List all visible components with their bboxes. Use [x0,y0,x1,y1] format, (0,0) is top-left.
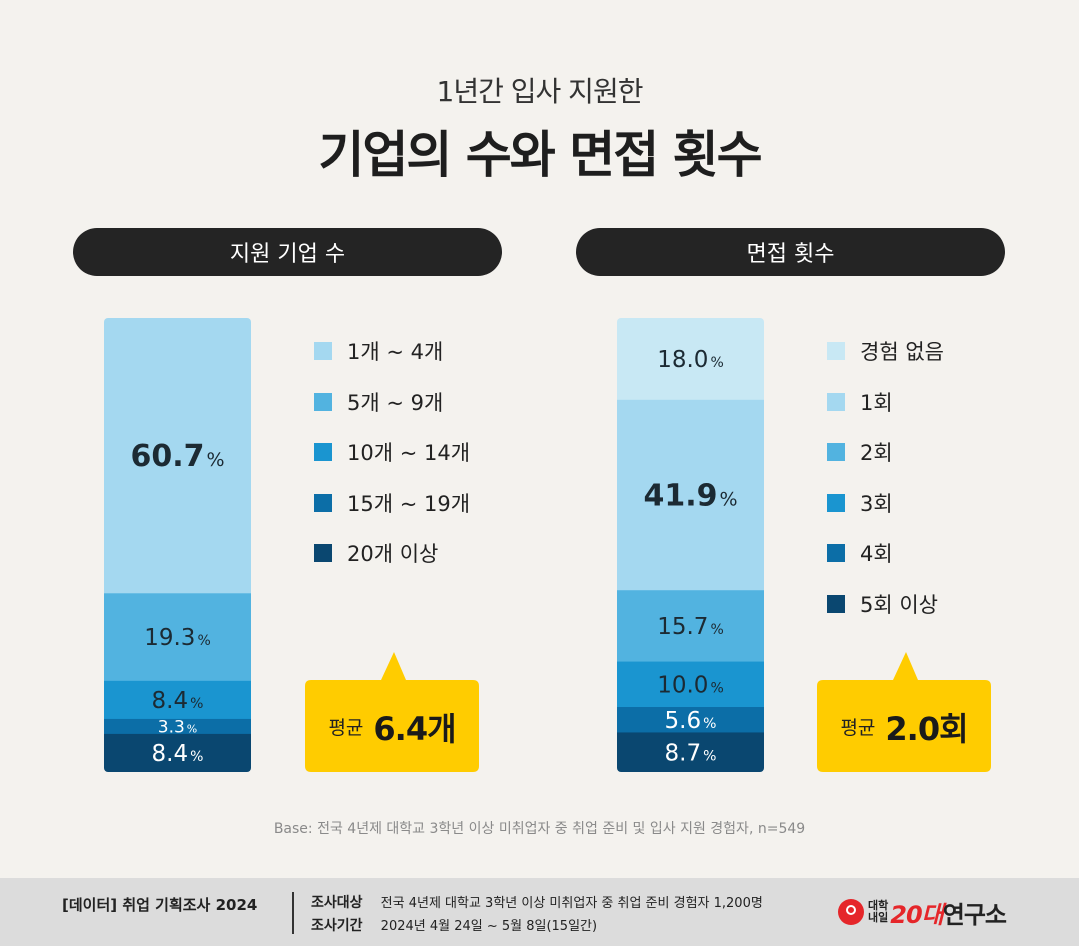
period-label: 조사기간 [311,918,363,934]
target-label: 조사대상 [311,895,363,911]
interview-legend-label: 5회 이상 [860,592,938,617]
applied-legend-label: 15개 ~ 19개 [347,491,471,516]
callout-bubble-shape [817,652,991,772]
applied-legend-label: 5개 ~ 9개 [347,390,444,415]
interview-legend-item-2: 1회 [827,387,944,417]
applied-legend-swatch [314,392,332,411]
applied-legend-label: 1개 ~ 4개 [347,340,444,364]
average-label: 평균 [328,717,364,739]
brand-20s: 20대 [890,900,943,929]
right-panel-header: 면접 횟수 [576,228,1005,276]
applied-segment-4-label: 3.3% [158,717,198,737]
interview-legend-label: 2회 [860,441,893,465]
period-value: 2024년 4월 24일 ~ 5월 8일(15일간) [380,919,598,934]
base-note: Base: 전국 4년제 대학교 3학년 이상 미취업자 중 취업 준비 및 입… [273,821,806,837]
interview-count-legend: 경험 없음 1회 2회 3회 4회 5회 이상 [827,336,944,639]
target-value: 전국 4년제 대학교 3학년 이상 미취업자 중 취업 준비 경험자 1,200… [380,896,763,911]
interview-legend-item-6: 5회 이상 [827,589,944,619]
interview-legend-item-1: 경험 없음 [827,336,944,366]
applied-legend-swatch [314,443,332,461]
applied-legend-item-5: 20개 이상 [314,538,470,568]
lightbulb-icon [838,899,864,925]
brand-logo: 대학 내일 20대 연구소 [838,892,1007,932]
footer-period-row: 조사기간 2024년 4월 24일 ~ 5월 8일(15일간) [311,915,597,935]
interview-segment-6-label: 8.7% [665,740,717,766]
interview-segment-1-label: 18.0% [657,347,724,373]
footer-report-name: [데이터] 취업 기획조사 2024 [62,896,258,914]
applied-legend-item-4: 15개 ~ 19개 [314,488,470,518]
footer: [데이터] 취업 기획조사 2024 조사대상 전국 4년제 대학교 3학년 이… [0,878,1079,946]
average-interviews-callout: 평균 2.0회 [817,651,991,772]
footer-divider [292,892,294,934]
applied-segment-5 [104,733,251,772]
interview-count-stacked-bar: 18.0 % 41.9 % 15.7 % 10.0 % 5.6 % 8.7% [617,318,764,772]
applied-legend-label: 10개 ~ 14개 [347,441,471,465]
average-value: 6.4개 [373,709,456,748]
applied-legend-item-3: 10개 ~ 14개 [314,437,470,467]
interview-segment-5-label: 5.6% [665,708,717,734]
callout-bubble-shape [305,652,479,772]
interview-segment-1 [617,318,764,401]
applied-segment-3-label: 8.4% [152,688,204,714]
applied-segment-2 [104,593,251,682]
average-label: 평균 [840,717,876,739]
interview-legend-swatch [827,342,845,360]
interview-legend-item-5: 4회 [827,538,944,568]
applied-segment-3 [104,680,251,720]
average-value: 2.0회 [885,709,968,748]
interview-legend-swatch [827,594,845,613]
interview-legend-label: 1회 [860,390,893,415]
applied-legend-swatch [314,493,332,512]
applied-segment-1-label: 60.7% [130,439,224,474]
brand-institute: 연구소 [942,900,1007,929]
applied-companies-legend: 1개 ~ 4개 5개 ~ 9개 10개 ~ 14개 15개 ~ 19개 20개 이상 [314,336,470,589]
applied-legend-item-1: 1개 ~ 4개 [314,336,470,366]
interview-legend-item-3: 2회 [827,437,944,467]
interview-legend-swatch [827,493,845,512]
chart-title: 기업의 수와 면접 횟수 [318,126,762,184]
interview-legend-swatch [827,443,845,461]
interview-legend-label: 3회 [860,491,893,516]
interview-segment-5 [617,707,764,733]
brand-small-text: 대학 내일 [868,899,889,924]
interview-segment-6 [617,732,764,772]
applied-segment-2-label: 19.3% [144,625,211,651]
applied-companies-stacked-bar: 60.7 % 19.3 % 8.4 % 3.3 % 8.4% [104,318,251,772]
interview-legend-swatch [827,544,845,562]
average-companies-callout: 평균 6.4개 [305,651,479,772]
applied-segment-5-label: 8.4% [152,741,204,767]
chart-subtitle: 1년간 입사 지원한 [436,75,644,108]
interview-legend-label: 경험 없음 [860,340,944,364]
interview-segment-2 [617,399,764,591]
interview-legend-item-4: 3회 [827,488,944,518]
interview-segment-4 [617,661,764,708]
footer-target-row: 조사대상 전국 4년제 대학교 3학년 이상 미취업자 중 취업 준비 경험자 … [311,892,763,912]
interview-segment-3 [617,590,764,663]
applied-legend-swatch [314,342,332,360]
applied-segment-4 [104,718,251,735]
applied-segment-1 [104,318,251,594]
applied-legend-swatch [314,544,332,562]
interview-segment-4-label: 10.0% [657,672,724,698]
applied-legend-item-2: 5개 ~ 9개 [314,387,470,417]
left-panel-header: 지원 기업 수 [73,228,502,276]
interview-legend-label: 4회 [860,542,893,566]
interview-legend-swatch [827,392,845,411]
interview-segment-2-label: 41.9% [643,479,737,514]
interview-segment-3-label: 15.7% [657,614,724,640]
applied-legend-label: 20개 이상 [347,542,439,566]
